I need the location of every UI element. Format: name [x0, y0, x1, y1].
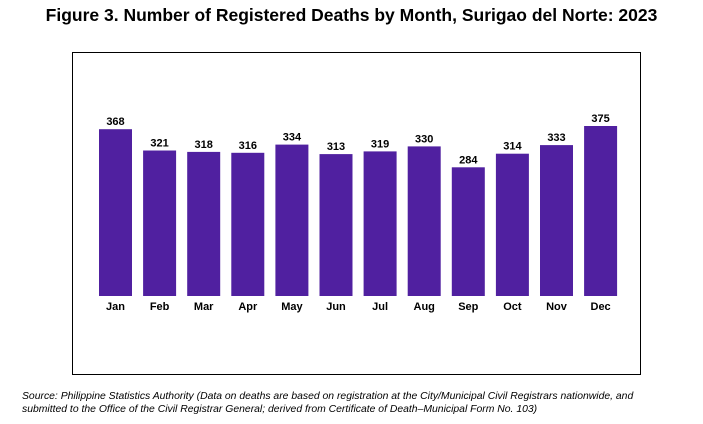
source-line-2: submitted to the Office of the Civil Reg…	[22, 403, 538, 415]
source-line-1: Source: Philippine Statistics Authority …	[22, 391, 634, 402]
data-label-jun: 313	[327, 141, 345, 153]
data-label-sep: 284	[459, 154, 478, 166]
data-label-nov: 333	[547, 132, 565, 144]
bar-feb	[143, 150, 177, 296]
bar-aug	[407, 146, 441, 296]
x-tick-label-may: May	[281, 301, 303, 313]
x-tick-label-feb: Feb	[150, 301, 170, 313]
data-label-jan: 368	[106, 116, 124, 128]
source-note: Source: Philippine Statistics Authority …	[22, 391, 692, 416]
bar-nov	[540, 145, 573, 296]
x-tick-label-sep: Sep	[458, 301, 478, 313]
x-tick-label-jul: Jul	[372, 301, 388, 313]
x-tick-label-jan: Jan	[106, 301, 125, 313]
data-label-jul: 319	[371, 138, 389, 150]
data-label-mar: 318	[195, 139, 213, 151]
bar-jun	[319, 154, 353, 296]
bar-oct	[495, 153, 529, 296]
bar-dec	[584, 126, 618, 296]
data-label-oct: 314	[503, 141, 522, 153]
data-label-apr: 316	[239, 140, 257, 152]
bar-apr	[231, 152, 265, 296]
data-label-feb: 321	[150, 138, 168, 150]
chart-title: Figure 3. Number of Registered Deaths by…	[45, 5, 658, 25]
data-label-aug: 330	[415, 133, 433, 145]
x-tick-label-nov: Nov	[546, 301, 568, 313]
bar-may	[275, 144, 309, 296]
x-tick-label-mar: Mar	[194, 301, 214, 313]
x-tick-label-oct: Oct	[503, 301, 522, 313]
bar-sep	[451, 167, 485, 296]
data-label-dec: 375	[591, 113, 609, 125]
x-tick-label-jun: Jun	[326, 301, 346, 313]
x-tick-label-aug: Aug	[414, 301, 435, 313]
data-label-may: 334	[283, 132, 302, 144]
chart-frame	[72, 52, 641, 375]
x-tick-label-apr: Apr	[238, 301, 258, 313]
bar-jan	[99, 129, 132, 296]
bar-jul	[363, 151, 397, 296]
x-tick-label-dec: Dec	[591, 301, 611, 313]
bar-mar	[187, 151, 221, 296]
